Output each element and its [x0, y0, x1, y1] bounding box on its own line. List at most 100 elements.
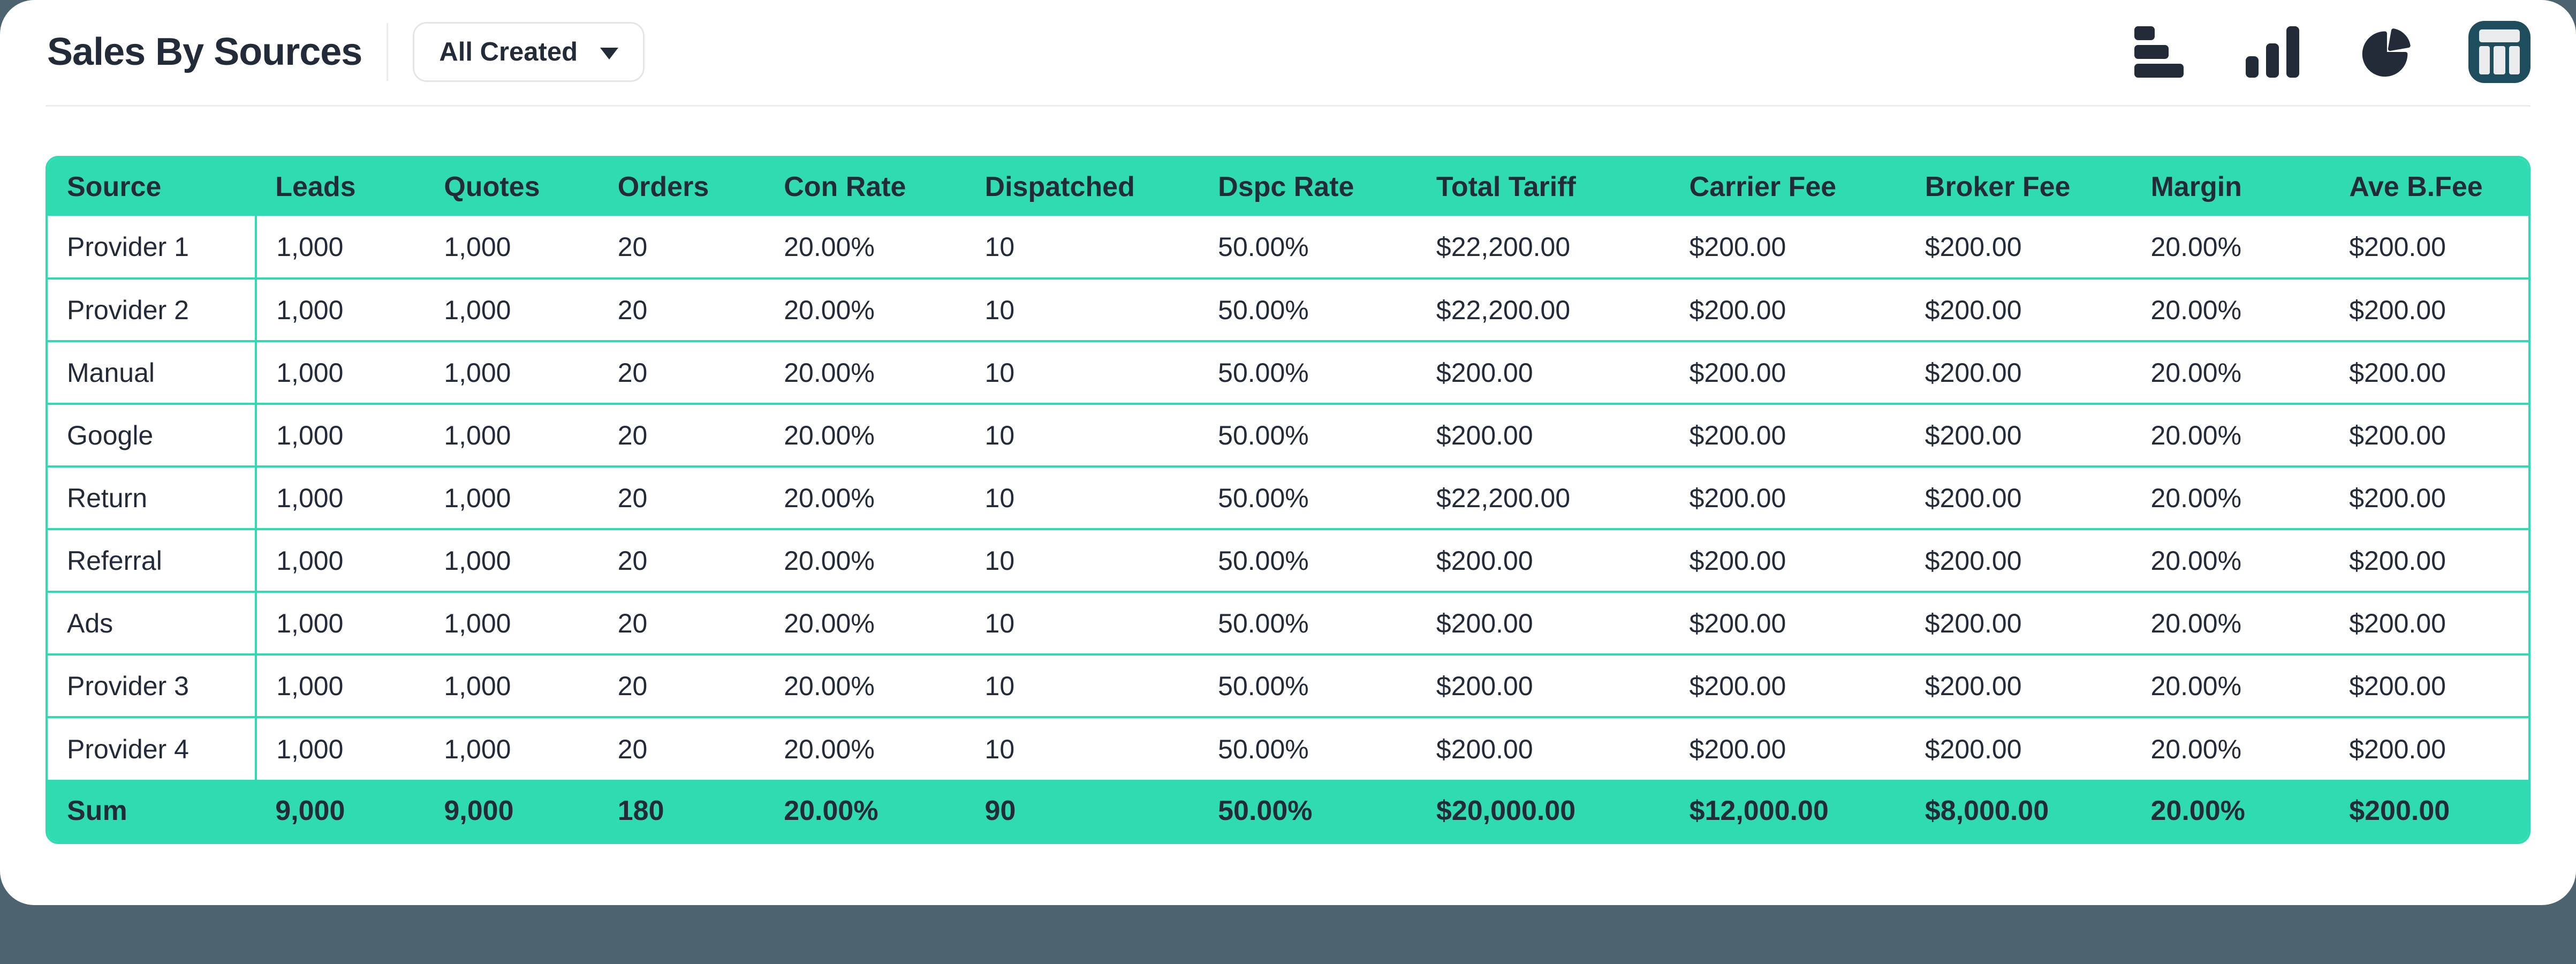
data-cell: $22,200.00: [1416, 216, 1670, 278]
column-header-leads: Leads: [256, 158, 425, 216]
column-header-con-rate: Con Rate: [764, 158, 966, 216]
column-header-ave-b-fee: Ave B.Fee: [2330, 158, 2528, 216]
data-cell: 1,000: [256, 653, 425, 717]
data-cell: $200.00: [1905, 465, 2132, 529]
funnel-chart-icon: [2134, 26, 2184, 78]
data-cell: 20.00%: [2131, 216, 2330, 278]
table-view-button[interactable]: [2468, 21, 2530, 83]
table-row-google: Google 1,000 1,000 20 20.00% 10 50.00% $200.00 $…: [48, 403, 2528, 466]
data-cell: $200.00: [1416, 653, 1670, 717]
data-cell: $200.00: [2330, 277, 2528, 341]
pie-chart-view-button[interactable]: [2355, 21, 2417, 83]
data-cell: $22,200.00: [1416, 465, 1670, 529]
data-cell: 1,000: [256, 277, 425, 341]
data-cell: 50.00%: [1199, 528, 1417, 592]
data-cell: 20.00%: [764, 216, 966, 278]
data-cell: 20.00%: [2131, 716, 2330, 780]
data-cell: 10: [965, 403, 1199, 466]
data-cell: $200.00: [2330, 653, 2528, 717]
data-cell: $200.00: [2330, 591, 2528, 654]
header-divider: [387, 23, 389, 81]
created-filter-dropdown[interactable]: All Created: [413, 22, 645, 82]
data-cell: $200.00: [1905, 653, 2132, 717]
sum-data-cell: 180: [598, 780, 765, 842]
data-cell: 1,000: [425, 340, 598, 404]
data-cell: 50.00%: [1199, 340, 1417, 404]
data-cell: $200.00: [1416, 528, 1670, 592]
column-header-orders: Orders: [598, 158, 765, 216]
source-cell: Referral: [48, 528, 257, 592]
source-cell: Provider 4: [48, 716, 257, 780]
data-cell: 50.00%: [1199, 465, 1417, 529]
data-cell: $200.00: [2330, 465, 2528, 529]
data-cell: $200.00: [1670, 277, 1906, 341]
table-row-provider-4: Provider 4 1,000 1,000 20 20.00% 10 50.00% $200…: [48, 716, 2528, 780]
sum-data-cell: $8,000.00: [1905, 780, 2132, 842]
data-cell: 20: [598, 465, 765, 529]
data-cell: 20.00%: [2131, 340, 2330, 404]
column-header-quotes: Quotes: [425, 158, 598, 216]
data-cell: 10: [965, 653, 1199, 717]
data-cell: $22,200.00: [1416, 277, 1670, 341]
data-cell: 10: [965, 216, 1199, 278]
data-cell: 20.00%: [764, 340, 966, 404]
data-cell: 20: [598, 403, 765, 466]
sales-table: Source Leads Quotes Orders Con Rate Dispatche…: [48, 158, 2528, 842]
data-cell: 20: [598, 277, 765, 341]
source-cell: Provider 2: [48, 277, 257, 341]
data-cell: 20: [598, 591, 765, 654]
widget-header: Sales By Sources All Created: [47, 17, 2530, 87]
data-cell: 1,000: [425, 653, 598, 717]
sum-data-cell: 20.00%: [764, 780, 966, 842]
sum-data-cell: 90: [965, 780, 1199, 842]
data-cell: 50.00%: [1199, 277, 1417, 341]
column-header-margin: Margin: [2131, 158, 2330, 216]
data-cell: $200.00: [1416, 403, 1670, 466]
data-cell: $200.00: [1670, 716, 1906, 780]
data-cell: $200.00: [2330, 340, 2528, 404]
data-cell: $200.00: [1416, 340, 1670, 404]
column-header-carrier-fee: Carrier Fee: [1670, 158, 1906, 216]
data-cell: $200.00: [1670, 403, 1906, 466]
table-row-ads: Ads 1,000 1,000 20 20.00% 10 50.00% $200.00 $200…: [48, 591, 2528, 654]
data-cell: 1,000: [425, 216, 598, 278]
data-cell: $200.00: [2330, 528, 2528, 592]
source-cell: Return: [48, 465, 257, 529]
data-cell: 50.00%: [1199, 653, 1417, 717]
source-cell: Manual: [48, 340, 257, 404]
bar-chart-view-button[interactable]: [2241, 21, 2304, 83]
data-cell: 20: [598, 340, 765, 404]
column-header-broker-fee: Broker Fee: [1905, 158, 2132, 216]
data-cell: $200.00: [1905, 716, 2132, 780]
data-cell: 10: [965, 591, 1199, 654]
data-cell: $200.00: [1905, 277, 2132, 341]
table-view-icon: [2479, 29, 2520, 74]
pie-chart-icon: [2362, 28, 2411, 77]
data-cell: 20.00%: [2131, 528, 2330, 592]
data-cell: 50.00%: [1199, 403, 1417, 466]
data-cell: $200.00: [1416, 591, 1670, 654]
data-cell: 10: [965, 465, 1199, 529]
sum-data-cell: 9,000: [256, 780, 425, 842]
data-cell: 20.00%: [764, 528, 966, 592]
table-body: Provider 1 1,000 1,000 20 20.00% 10 50.00% $22,…: [48, 216, 2528, 780]
data-cell: 1,000: [256, 340, 425, 404]
funnel-chart-view-button[interactable]: [2128, 21, 2190, 83]
data-cell: 20.00%: [2131, 277, 2330, 341]
data-cell: $200.00: [1670, 340, 1906, 404]
data-cell: 20: [598, 528, 765, 592]
sum-data-cell: 9,000: [425, 780, 598, 842]
source-cell: Google: [48, 403, 257, 466]
data-cell: 50.00%: [1199, 591, 1417, 654]
data-cell: 10: [965, 277, 1199, 341]
sum-data-cell: $12,000.00: [1670, 780, 1906, 842]
data-cell: 20.00%: [2131, 465, 2330, 529]
data-cell: 1,000: [256, 403, 425, 466]
data-cell: $200.00: [2330, 716, 2528, 780]
sum-data-cell: 20.00%: [2131, 780, 2330, 842]
sales-table-container: Source Leads Quotes Orders Con Rate Dispatche…: [46, 156, 2530, 844]
data-cell: 20.00%: [764, 716, 966, 780]
data-cell: $200.00: [1905, 216, 2132, 278]
header-row: Source Leads Quotes Orders Con Rate Dispatche…: [48, 158, 2528, 216]
data-cell: 20: [598, 716, 765, 780]
